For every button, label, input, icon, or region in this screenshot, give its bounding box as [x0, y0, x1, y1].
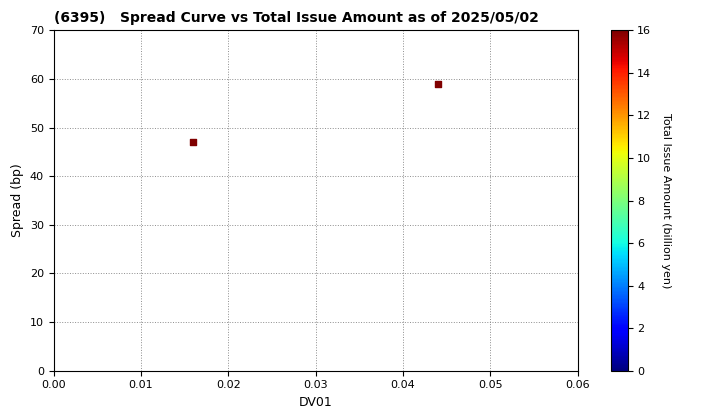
Y-axis label: Spread (bp): Spread (bp) [11, 164, 24, 237]
X-axis label: DV01: DV01 [299, 396, 333, 409]
Point [188, 139, 199, 146]
Y-axis label: Total Issue Amount (billion yen): Total Issue Amount (billion yen) [661, 113, 671, 288]
Text: (6395)   Spread Curve vs Total Issue Amount as of 2025/05/02: (6395) Spread Curve vs Total Issue Amoun… [53, 11, 539, 25]
Point [432, 81, 444, 87]
